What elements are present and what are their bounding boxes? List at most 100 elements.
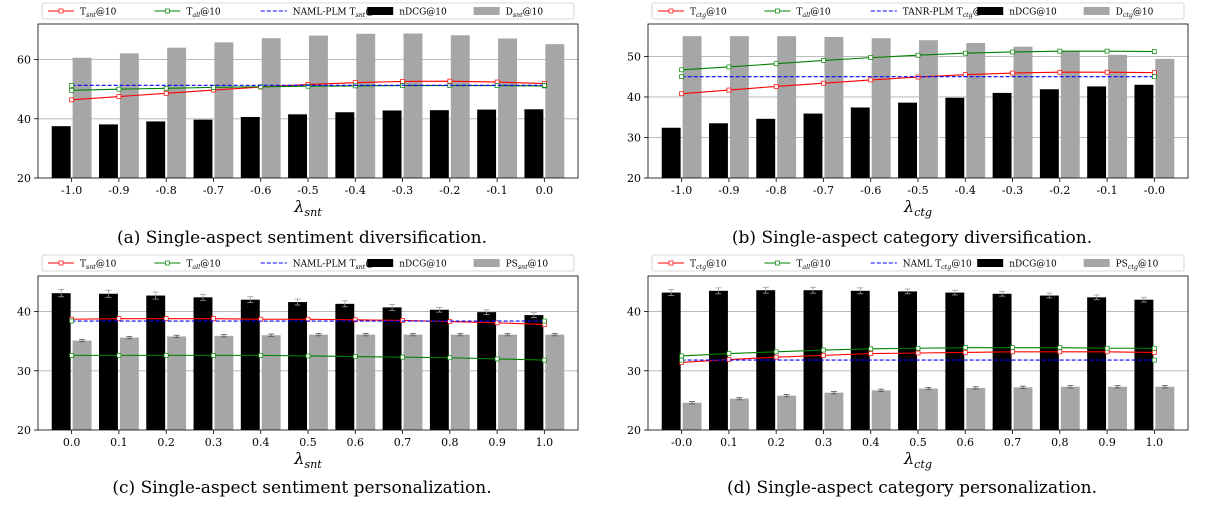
bar [498, 334, 517, 430]
bar [1134, 299, 1154, 430]
line-marker [1057, 48, 1063, 54]
bar [99, 124, 118, 178]
line-marker [868, 77, 874, 83]
x-tick-label: 0.6 [957, 436, 975, 449]
bar [898, 291, 917, 430]
legend-label: nDCG@10 [1009, 8, 1057, 18]
bar [945, 292, 965, 430]
legend-label: Tctg@10 [690, 260, 727, 271]
line-marker [163, 353, 169, 358]
legend-label: PSsnt@10 [506, 260, 549, 271]
line-marker [163, 90, 169, 96]
bar [1039, 295, 1059, 430]
legend-label: Dctg@10 [1116, 8, 1154, 19]
line-marker [163, 85, 169, 91]
legend-swatch [473, 7, 500, 15]
y-tick-label: 20 [17, 424, 31, 437]
bar [335, 112, 355, 178]
x-tick-label: -0.8 [766, 184, 787, 197]
line-marker [352, 354, 358, 359]
legend: Tctg@10 Tall@10 NAML Tctg@10 nDCG@10 PSctg@1… [651, 254, 1185, 272]
x-tick-label: 0.5 [299, 436, 317, 449]
bar [803, 290, 823, 430]
bar [167, 336, 187, 430]
legend-label: Tall@10 [186, 8, 221, 19]
line-marker [352, 83, 358, 89]
line-marker [1152, 357, 1157, 363]
bar [356, 334, 376, 430]
x-axis-label: λctg [903, 197, 932, 219]
line-marker [352, 317, 358, 323]
legend-swatch [977, 7, 1004, 15]
line-marker [69, 82, 74, 88]
bar [919, 388, 938, 430]
legend-label: NAML Tctg@10 [903, 260, 972, 271]
bar [450, 334, 470, 430]
line-marker [821, 58, 826, 63]
legend-label: Tall@10 [186, 260, 221, 271]
bar [119, 53, 139, 178]
x-tick-label: 0.3 [815, 436, 833, 449]
legend-frame [41, 254, 575, 272]
bar [382, 110, 402, 178]
bar [261, 38, 281, 178]
chart-panel-c: 20 30 40 0.0 0.1 0.2 0.3 0.4 0.5 0.6 0.7 0.8 0.9 1.0 λ… [2, 254, 602, 506]
line-marker [915, 52, 921, 58]
x-tick-label: -0.3 [1002, 184, 1023, 197]
x-tick-label: 0.0 [63, 436, 81, 449]
bar [756, 118, 776, 178]
x-tick-label: 0.9 [1098, 436, 1116, 449]
legend-swatch [367, 259, 394, 267]
x-tick-label: 0.5 [909, 436, 927, 449]
bar [193, 119, 213, 178]
x-tick-label: 0.4 [862, 436, 880, 449]
bar [119, 337, 139, 430]
x-axis-label: λctg [903, 449, 932, 471]
bar [1039, 89, 1059, 178]
bar [661, 127, 681, 178]
x-tick-label: -0.9 [108, 184, 129, 197]
line-marker [400, 354, 405, 360]
bar [1108, 386, 1127, 430]
bar [450, 35, 470, 178]
x-tick-label: -0.7 [203, 184, 224, 197]
line-marker [868, 55, 874, 60]
legend-marker [775, 8, 780, 14]
line-marker [305, 83, 311, 89]
line-marker [868, 346, 874, 352]
bar [729, 398, 749, 430]
legend-marker [58, 260, 64, 266]
bar [477, 312, 497, 430]
line-marker [962, 72, 968, 78]
line-marker [69, 318, 74, 324]
chart-svg: 20 30 40 50 -1.0 -0.9 -0.8 -0.7 -0.6 -0.5 -0.4 -0.3… [627, 2, 1189, 219]
bar [992, 293, 1012, 430]
bar [992, 92, 1012, 178]
line-marker [1152, 350, 1157, 355]
x-tick-label: -0.5 [907, 184, 928, 197]
bar [661, 292, 681, 430]
line-marker [915, 350, 921, 356]
line-marker [1010, 49, 1015, 55]
bar [146, 121, 166, 178]
bar [356, 33, 376, 179]
bar [966, 387, 986, 430]
chart-caption: (c) Single-aspect sentiment personalizat… [112, 478, 492, 498]
x-axis-label: λsnt [293, 449, 322, 471]
bar [1087, 86, 1107, 178]
y-tick-label: 30 [17, 365, 31, 378]
chart-caption: (a) Single-aspect sentiment diversificat… [116, 228, 487, 248]
line-marker [542, 357, 547, 363]
line-marker [1152, 345, 1157, 351]
x-tick-label: 0.8 [1051, 436, 1069, 449]
line-marker [821, 80, 826, 86]
bar [240, 299, 260, 430]
legend-marker [165, 8, 170, 14]
bar [824, 36, 844, 179]
line-marker [726, 351, 732, 356]
legend-label: Tsnt@10 [80, 8, 117, 19]
bar [919, 40, 938, 178]
x-tick-label: 1.0 [1146, 436, 1164, 449]
bar [72, 340, 92, 430]
legend-label: Tsnt@10 [80, 260, 117, 271]
